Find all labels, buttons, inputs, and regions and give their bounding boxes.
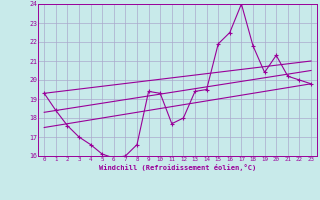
X-axis label: Windchill (Refroidissement éolien,°C): Windchill (Refroidissement éolien,°C) — [99, 164, 256, 171]
